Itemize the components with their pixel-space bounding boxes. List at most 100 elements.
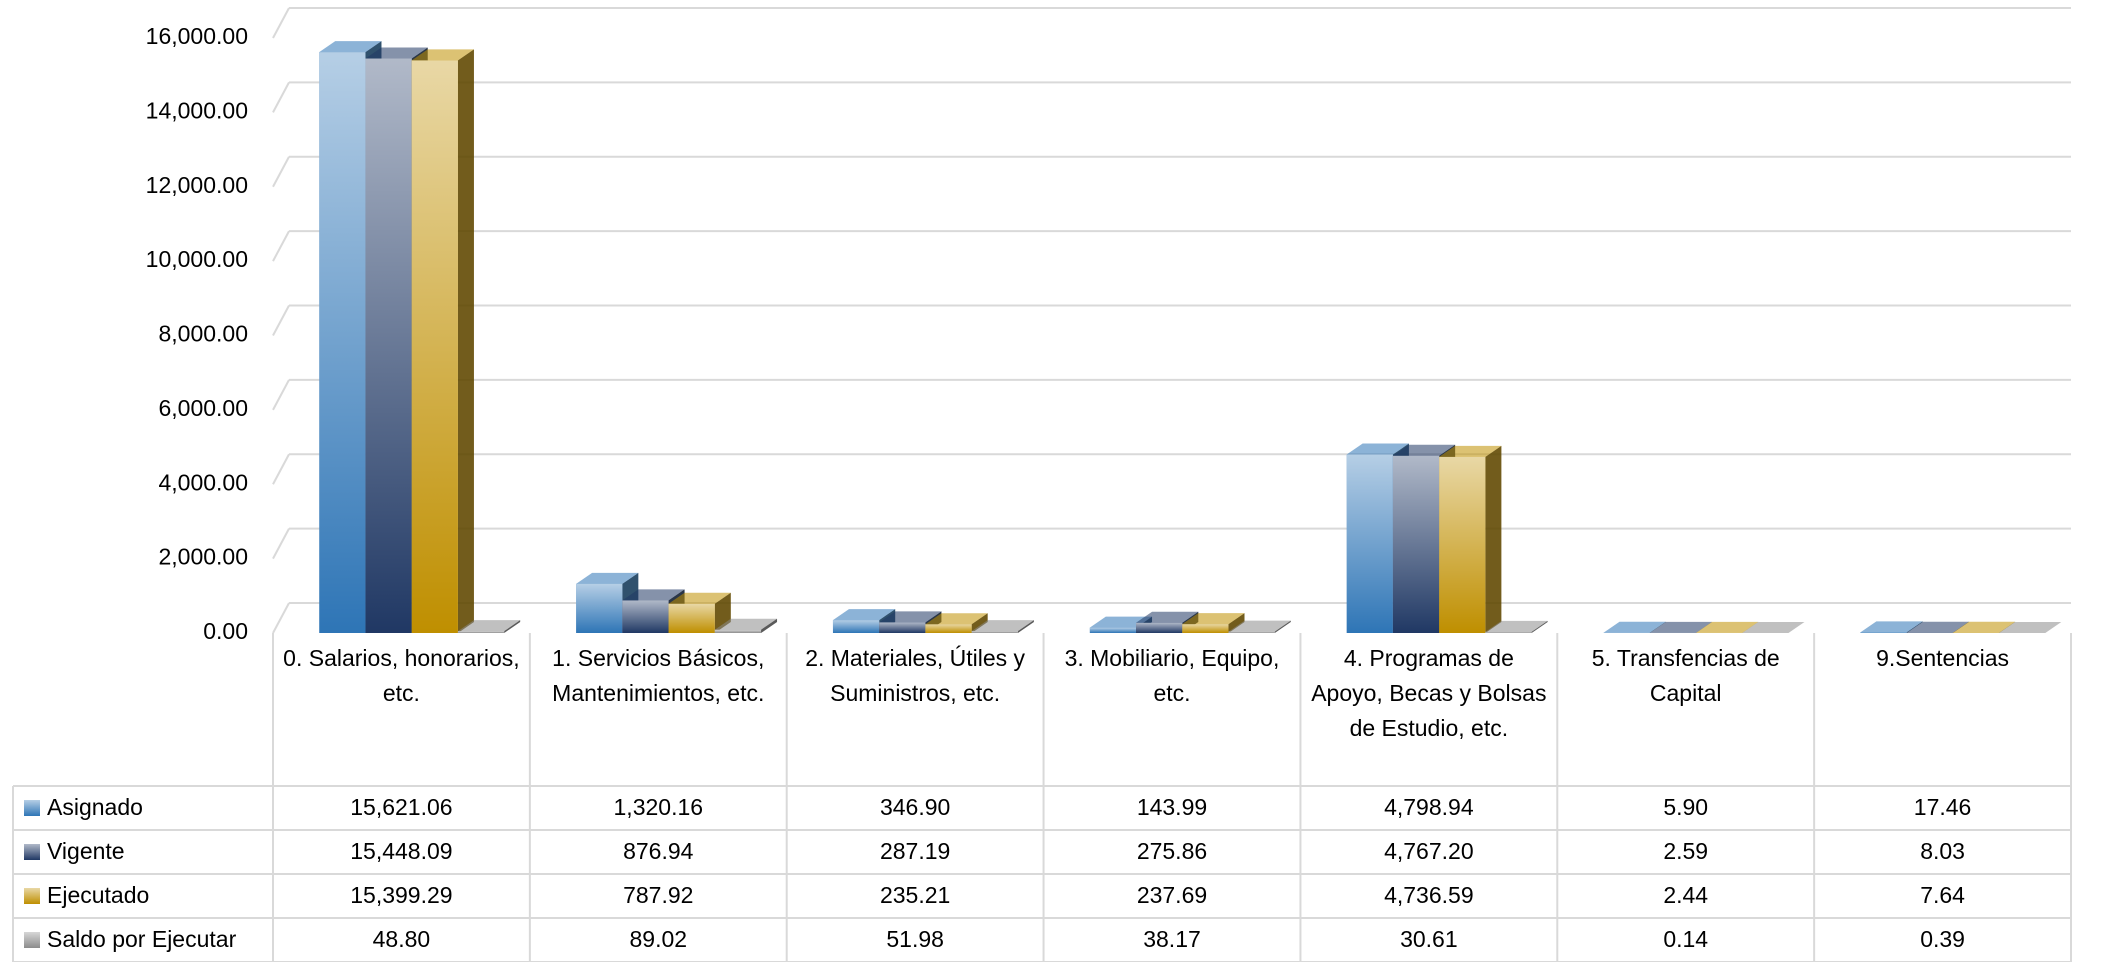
x-tick-label: 2. Materiales, Útiles y Suministros, etc…: [805, 645, 1026, 706]
bar-top: [1485, 620, 1548, 632]
legend-key-shine: [24, 800, 40, 816]
y-tick-label: 6,000.00: [158, 395, 248, 421]
table-value: 17.46: [1914, 794, 1972, 820]
table-value: 48.80: [373, 926, 431, 952]
bar: [925, 613, 988, 633]
bar-side: [761, 618, 778, 633]
bar: [411, 49, 474, 633]
grid-line-side: [272, 7, 290, 39]
bar-top: [1860, 621, 1923, 633]
table-value: 2.59: [1663, 838, 1708, 864]
bar-side-shade: [1788, 621, 1805, 633]
bar: [1999, 621, 2062, 633]
legend-label: Vigente: [47, 838, 125, 864]
bar-top: [576, 572, 639, 584]
grid-line-side: [272, 602, 290, 634]
bar-shine: [622, 600, 669, 633]
legend-key-shine: [24, 888, 40, 904]
grid-line-side: [272, 305, 290, 336]
legend-label: Saldo por Ejecutar: [47, 926, 237, 952]
table-value: 787.92: [623, 882, 693, 908]
x-tick-label: 9.Sentencias: [1876, 645, 2010, 671]
bar-shine: [1439, 456, 1486, 633]
bar-shine: [971, 631, 1018, 633]
y-tick-label: 14,000.00: [146, 97, 248, 123]
bar-side-shade: [761, 618, 778, 633]
grid-line-side: [272, 453, 290, 485]
y-tick-label: 10,000.00: [146, 246, 248, 272]
bar-top: [457, 620, 521, 632]
table-value: 143.99: [1137, 794, 1207, 820]
bar-side-shade: [2045, 621, 2062, 633]
bar-side: [1531, 620, 1548, 633]
table-value: 346.90: [880, 794, 950, 820]
grid-line-side: [272, 230, 290, 262]
bar: [1952, 621, 2016, 633]
legend-key-shine: [24, 932, 40, 948]
bar: [1439, 445, 1502, 633]
bar: [1742, 621, 1805, 633]
bar-side: [1788, 621, 1805, 633]
bar-shine: [925, 624, 972, 633]
table-value: 4,767.20: [1384, 838, 1474, 864]
bar-side: [971, 613, 988, 633]
bar-side-shade: [1999, 621, 2016, 633]
table-value: 4,736.59: [1384, 882, 1474, 908]
bar-top: [1999, 621, 2062, 633]
bar-top: [1136, 611, 1199, 623]
grid-line-side: [272, 156, 290, 188]
bar-top: [668, 592, 731, 604]
x-tick-label: 5. Transfencias de Capital: [1591, 645, 1780, 706]
bar-side-shade: [1274, 620, 1291, 633]
bar-side: [1017, 620, 1034, 633]
bar-side-shade: [1485, 445, 1502, 633]
bar-side: [457, 49, 474, 633]
bar: [714, 618, 778, 633]
bar-shine: [576, 583, 623, 633]
bar-side-shade: [504, 620, 521, 633]
table-value: 0.14: [1663, 926, 1708, 952]
grid-line-side: [272, 81, 290, 113]
bar-top: [1695, 621, 1759, 633]
bar-shine: [832, 620, 880, 633]
legend-label: Ejecutado: [47, 882, 149, 908]
bar-side-shade: [1742, 621, 1759, 633]
bar-side: [504, 620, 521, 633]
table-value: 89.02: [630, 926, 688, 952]
bar-top: [971, 620, 1034, 632]
bar-top: [411, 49, 474, 61]
bar-side-shade: [1531, 620, 1548, 633]
x-tick-label: 1. Servicios Básicos, Mantenimientos, et…: [552, 645, 765, 706]
bar-top: [879, 611, 942, 623]
table-value: 275.86: [1137, 838, 1207, 864]
bar-top: [1439, 445, 1502, 457]
table-value: 30.61: [1400, 926, 1458, 952]
bar-top: [319, 41, 382, 53]
bar-shine: [365, 58, 412, 633]
table-value: 51.98: [886, 926, 944, 952]
bar-top: [1392, 444, 1456, 456]
bar-side: [2045, 621, 2062, 633]
bar-shine: [1228, 631, 1275, 633]
bar-shine: [1182, 624, 1229, 633]
bar: [457, 620, 521, 633]
table-value: 0.39: [1920, 926, 1965, 952]
table-value: 38.17: [1143, 926, 1201, 952]
bar-top: [1182, 613, 1245, 625]
bar-top: [1906, 621, 1969, 633]
legend-key-shine: [24, 844, 40, 860]
bar-shine: [1392, 455, 1440, 633]
category-label-box: 3. Mobiliario, Equipo, etc.: [1065, 645, 1280, 706]
bar-side-shade: [1017, 620, 1034, 633]
bar: [1182, 613, 1245, 633]
y-tick-label: 4,000.00: [158, 469, 248, 495]
category-label-box: 1. Servicios Básicos, Mantenimientos, et…: [552, 645, 765, 706]
table-value: 15,448.09: [350, 838, 452, 864]
y-tick-label: 8,000.00: [158, 321, 248, 347]
category-label-box: 4. Programas de Apoyo, Becas y Bolsas de…: [1311, 645, 1546, 741]
bar-side: [1742, 621, 1759, 633]
bar-side: [1999, 621, 2016, 633]
table-value: 287.19: [880, 838, 950, 864]
bar-top: [1228, 620, 1291, 632]
bar-shine: [1346, 454, 1393, 633]
